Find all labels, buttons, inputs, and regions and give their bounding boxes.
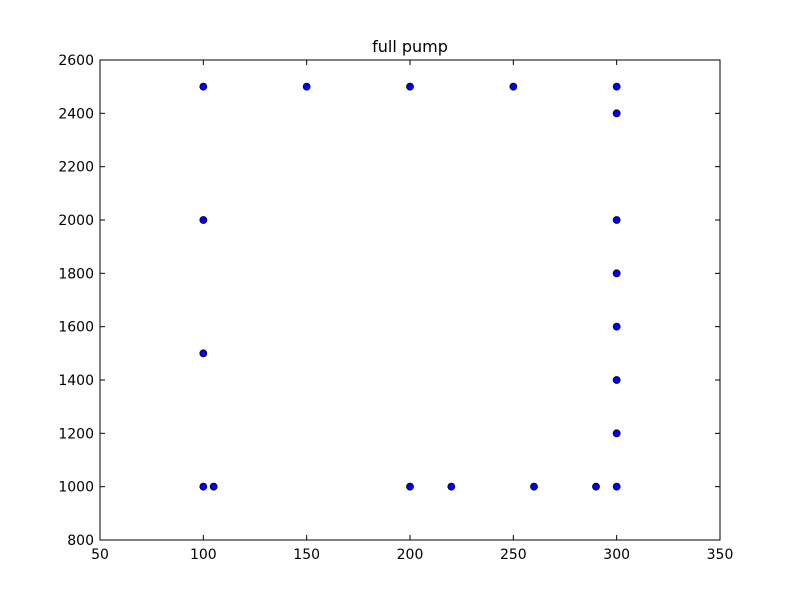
y-tick-label: 800 [67,533,94,549]
data-point [612,82,621,91]
x-tick-label: 100 [190,547,217,563]
y-tick-label: 2400 [58,106,94,122]
data-point [406,82,414,91]
x-tick-label: 200 [397,547,424,563]
x-tick-label: 300 [603,547,630,563]
data-point [406,482,414,491]
y-tick-label: 1400 [58,373,94,389]
y-tick-label: 1000 [58,480,94,496]
data-point [199,482,208,491]
data-point [509,82,518,91]
x-tick-label: 350 [707,547,734,563]
data-point [612,376,621,384]
axis-ticks: 50 100 150 200 250 300 350 800 1000 1200 1400 1600 1… [58,53,733,563]
data-point [612,109,621,118]
data-point [199,216,208,224]
y-tick-label: 2200 [58,160,94,176]
x-tick-label: 250 [500,547,527,563]
data-point [612,216,621,224]
data-point [592,482,600,491]
data-point [447,482,456,491]
data-point [530,482,538,491]
data-point [209,482,218,491]
data-point [612,482,621,491]
y-tick-label: 2600 [58,53,94,69]
data-point [612,269,621,278]
data-point [199,349,208,358]
y-tick-label: 2000 [58,213,94,229]
x-tick-label: 150 [293,547,320,563]
plot-area-frame [99,59,721,541]
data-points [199,82,621,491]
data-point [612,322,621,331]
y-tick-label: 1600 [58,320,94,336]
y-tick-label: 1200 [58,426,94,442]
y-tick-label: 1800 [58,266,94,282]
data-point [612,429,621,438]
x-tick-label: 50 [91,547,109,563]
data-point [199,82,208,91]
data-point [302,82,311,91]
chart-title: full pump [372,37,448,56]
